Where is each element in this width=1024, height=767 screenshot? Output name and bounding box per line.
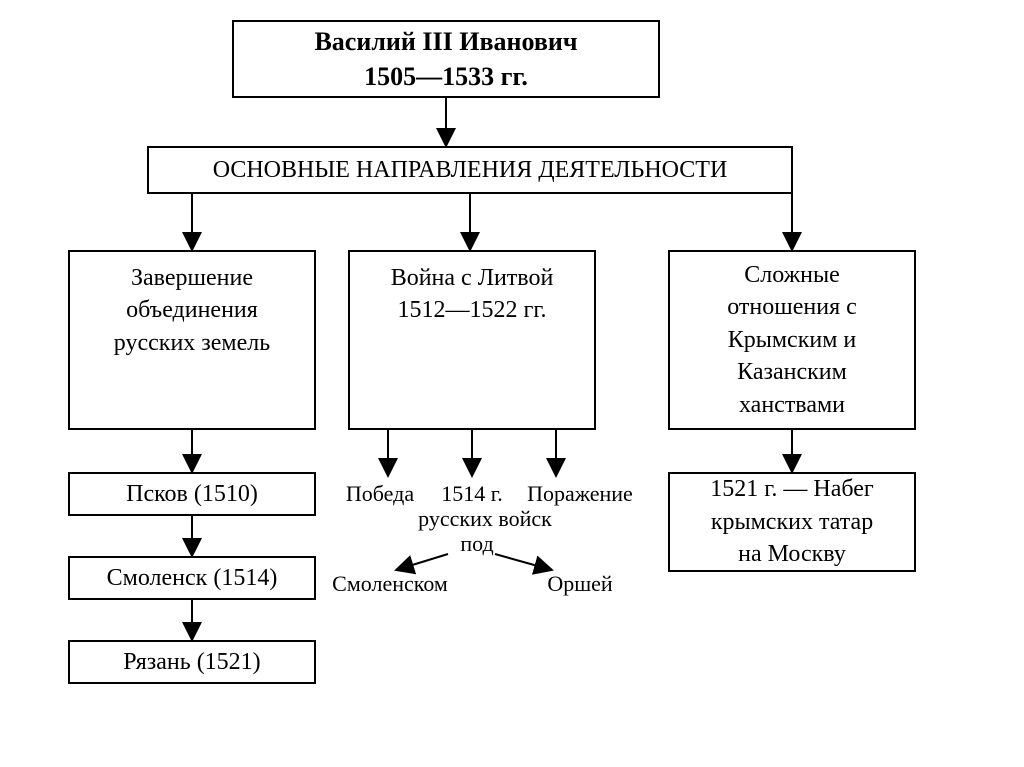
label-pod: под <box>452 530 502 559</box>
branch-left-l1: Завершение <box>131 262 253 294</box>
branch-right-l2: отношения с <box>727 291 857 323</box>
branch-right: Сложные отношения с Крымским и Казанским… <box>668 250 916 430</box>
pskov-text: Псков (1510) <box>126 478 258 510</box>
branch-right-l1: Сложные <box>744 259 840 291</box>
branch-left-l3: русских земель <box>114 327 270 359</box>
branch-right-l3: Крымским и <box>728 324 857 356</box>
raid-l3: на Москву <box>738 538 846 570</box>
branch-left-l2: объединения <box>126 294 258 326</box>
label-smolenskom: Смоленском <box>320 570 460 599</box>
label-orshey: Оршей <box>535 570 625 599</box>
ryazan-box: Рязань (1521) <box>68 640 316 684</box>
smolensk-box: Смоленск (1514) <box>68 556 316 600</box>
branch-right-l5: ханствами <box>739 389 845 421</box>
branch-left: Завершение объединения русских земель <box>68 250 316 430</box>
pskov-box: Псков (1510) <box>68 472 316 516</box>
title-line2: 1505—1533 гг. <box>364 59 528 94</box>
branch-mid-l2: 1512—1522 гг. <box>398 294 547 326</box>
branch-mid-l1: Война с Литвой <box>391 262 554 294</box>
title-box: Василий III Иванович 1505—1533 гг. <box>232 20 660 98</box>
branch-mid: Война с Литвой 1512—1522 гг. <box>348 250 596 430</box>
smolensk-box-text: Смоленск (1514) <box>107 562 278 594</box>
raid-l1: 1521 г. — Набег <box>710 473 874 505</box>
branch-right-l4: Казанским <box>737 356 847 388</box>
raid-l2: крымских татар <box>711 506 873 538</box>
section-text: ОСНОВНЫЕ НАПРАВЛЕНИЯ ДЕЯТЕЛЬНОСТИ <box>213 154 728 186</box>
ryazan-text: Рязань (1521) <box>123 646 260 678</box>
raid-box: 1521 г. — Набег крымских татар на Москву <box>668 472 916 572</box>
title-line1: Василий III Иванович <box>314 24 577 59</box>
section-box: ОСНОВНЫЕ НАПРАВЛЕНИЯ ДЕЯТЕЛЬНОСТИ <box>147 146 793 194</box>
